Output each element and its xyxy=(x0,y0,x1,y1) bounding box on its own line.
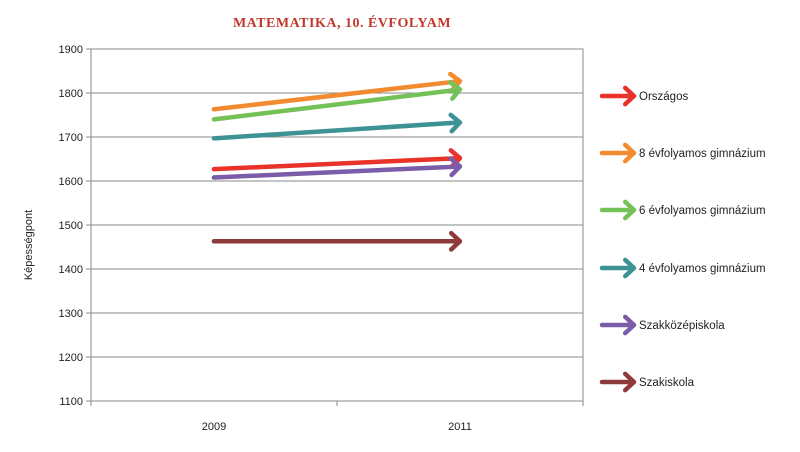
data-point xyxy=(211,117,217,122)
legend-label: 6 évfolyamos gimnázium xyxy=(639,205,766,217)
legend-item: Országos xyxy=(599,85,688,107)
data-point xyxy=(211,175,217,180)
series-arrow-1-shaft xyxy=(211,156,458,172)
series-arrow-5 xyxy=(211,156,463,180)
data-point xyxy=(211,239,217,244)
legend-marker-3-head xyxy=(622,199,637,221)
series-arrow-6 xyxy=(211,230,463,252)
legend-marker-1-head xyxy=(622,85,637,107)
legend-marker-1 xyxy=(599,85,637,107)
legend-item: 8 évfolyamos gimnázium xyxy=(599,142,766,164)
y-tick-label: 1200 xyxy=(59,352,83,364)
y-tick-label: 1400 xyxy=(59,264,83,276)
legend-item: Szakiskola xyxy=(599,371,695,393)
legend: Országos 8 évfolyamos gimnázium 6 évfolyam… xyxy=(599,85,766,393)
legend-marker-6 xyxy=(599,371,637,393)
series-arrow-3 xyxy=(211,80,463,122)
x-tick-label: 2009 xyxy=(202,421,226,433)
legend-marker-5 xyxy=(599,314,637,336)
x-axis: 2009 2011 xyxy=(90,401,584,433)
legend-marker-5-head xyxy=(622,314,637,336)
legend-label: 8 évfolyamos gimnázium xyxy=(639,148,766,160)
series-arrow-3-head xyxy=(448,80,463,101)
y-tick-label: 1100 xyxy=(59,396,83,408)
y-axis-label: Képességpont xyxy=(23,210,35,280)
gridlines xyxy=(91,92,583,358)
chart-title: MATEMATIKA, 10. ÉVFOLYAM xyxy=(233,14,451,31)
legend-marker-2-head xyxy=(622,142,637,164)
data-point xyxy=(211,136,217,141)
y-tick-label: 1600 xyxy=(59,176,83,188)
series-arrow-5-head xyxy=(448,156,463,178)
legend-label: Szakközépiskola xyxy=(639,320,725,332)
legend-item: 6 évfolyamos gimnázium xyxy=(599,199,766,221)
legend-marker-4-head xyxy=(622,257,637,279)
series-arrow-4-head xyxy=(448,112,463,134)
legend-marker-4 xyxy=(599,257,637,279)
legend-marker-3 xyxy=(599,199,637,221)
legend-marker-6-head xyxy=(622,371,637,393)
series-arrow-6-head xyxy=(448,230,463,252)
data-point xyxy=(211,166,217,172)
y-tick-label: 1700 xyxy=(59,132,83,144)
series-arrow-2-shaft xyxy=(211,79,458,112)
legend-label: Országos xyxy=(639,91,688,103)
y-tick-label: 1500 xyxy=(59,220,83,232)
series-arrow-5-shaft xyxy=(211,164,458,180)
legend-item: Szakközépiskola xyxy=(599,314,725,336)
legend-marker-2 xyxy=(599,142,637,164)
series-arrow-4-shaft xyxy=(211,120,458,141)
y-tick-label: 1800 xyxy=(59,88,83,100)
x-tick-label: 2011 xyxy=(448,421,472,433)
legend-item: 4 évfolyamos gimnázium xyxy=(599,257,766,279)
data-point xyxy=(211,107,217,112)
series-group xyxy=(211,71,463,252)
y-axis: 1100 1200 1300 1400 1500 1600 1700 1800 1900 xyxy=(59,44,91,408)
series-arrow-4 xyxy=(211,112,463,141)
legend-label: Szakiskola xyxy=(639,377,695,389)
series-arrow-3-shaft xyxy=(211,87,458,122)
y-tick-label: 1900 xyxy=(59,44,83,56)
y-tick-label: 1300 xyxy=(59,308,83,320)
legend-label: 4 évfolyamos gimnázium xyxy=(639,263,766,275)
